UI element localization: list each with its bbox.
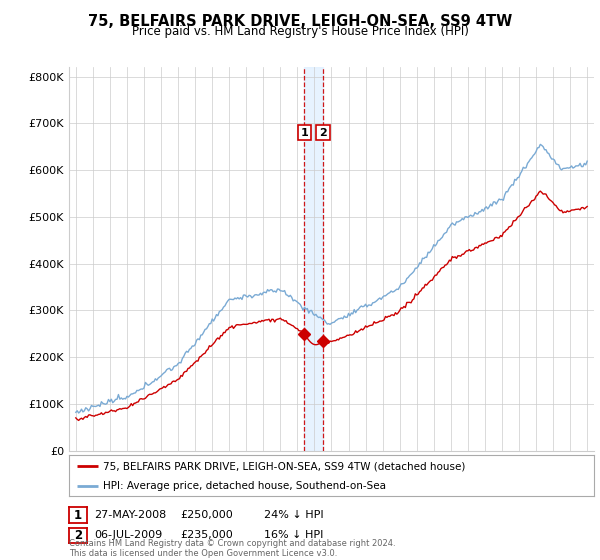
Text: 1: 1 <box>301 128 308 138</box>
Text: 2: 2 <box>319 128 327 138</box>
Text: 75, BELFAIRS PARK DRIVE, LEIGH-ON-SEA, SS9 4TW: 75, BELFAIRS PARK DRIVE, LEIGH-ON-SEA, S… <box>88 14 512 29</box>
Bar <box>304 67 323 451</box>
Text: Contains HM Land Registry data © Crown copyright and database right 2024.
This d: Contains HM Land Registry data © Crown c… <box>69 539 395 558</box>
Text: £235,000: £235,000 <box>180 530 233 540</box>
Text: 1: 1 <box>74 508 82 522</box>
Text: £250,000: £250,000 <box>180 510 233 520</box>
Text: 06-JUL-2009: 06-JUL-2009 <box>94 530 163 540</box>
Text: 75, BELFAIRS PARK DRIVE, LEIGH-ON-SEA, SS9 4TW (detached house): 75, BELFAIRS PARK DRIVE, LEIGH-ON-SEA, S… <box>103 461 466 471</box>
Text: 27-MAY-2008: 27-MAY-2008 <box>94 510 166 520</box>
Text: Price paid vs. HM Land Registry's House Price Index (HPI): Price paid vs. HM Land Registry's House … <box>131 25 469 38</box>
Text: 2: 2 <box>74 529 82 542</box>
Text: HPI: Average price, detached house, Southend-on-Sea: HPI: Average price, detached house, Sout… <box>103 480 386 491</box>
Text: 16% ↓ HPI: 16% ↓ HPI <box>264 530 323 540</box>
Text: 24% ↓ HPI: 24% ↓ HPI <box>264 510 323 520</box>
